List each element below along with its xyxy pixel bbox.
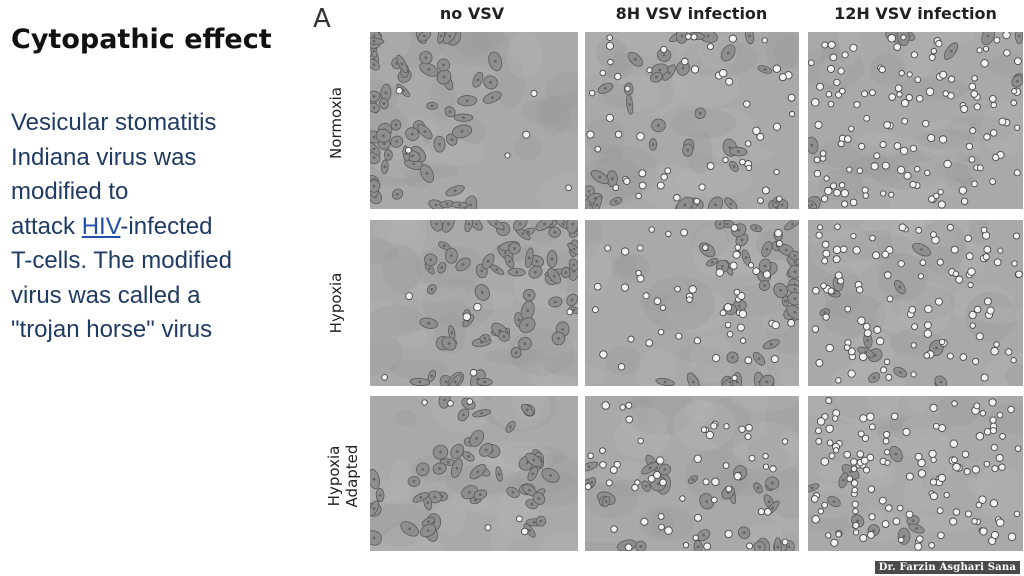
body-line-3: modified to (11, 178, 129, 205)
body-line-4-after: -infected (120, 212, 213, 240)
row-label-hypoxia-text: Hypoxia (327, 272, 345, 334)
panel-label: A (313, 4, 331, 34)
micrograph-adapted-12h (808, 396, 1023, 551)
micrograph-hypoxia-no-vsv (370, 220, 578, 386)
column-header-8h: 8H VSV infection (615, 4, 768, 23)
body-line-2: Indiana virus was (11, 143, 197, 171)
row-label-hypoxia-adapted: Hypoxia Adapted (325, 406, 365, 546)
slide-title: Cytopathic effect (11, 24, 272, 55)
row-label-hypoxia-adapted-line2: Adapted (343, 444, 361, 508)
body-line-4-before: attack (11, 212, 82, 240)
row-label-normoxia-text: Normoxia (327, 87, 345, 159)
body-line-1: Vesicular stomatitis (11, 109, 217, 136)
row-label-hypoxia-adapted-line1: Hypoxia (325, 445, 343, 507)
column-header-12h: 12H VSV infection (834, 4, 997, 23)
micrograph-hypoxia-12h (808, 220, 1023, 386)
row-label-hypoxia: Hypoxia (327, 233, 363, 373)
micrograph-adapted-8h (585, 396, 799, 551)
micrograph-figure: A no VSV 8H VSV infection 12H VSV infect… (305, 0, 1024, 576)
body-line-4: attack HIV-infected (11, 210, 301, 245)
column-header-no-vsv: no VSV (439, 4, 505, 23)
body-line-5: T-cells. The modified (11, 247, 232, 274)
body-line-7: "trojan horse" virus (11, 316, 213, 343)
micrograph-normoxia-no-vsv (370, 32, 578, 209)
micrograph-adapted-no-vsv (370, 396, 578, 551)
slide-body-text: Vesicular stomatitis Indiana virus was m… (11, 106, 301, 348)
author-credit-watermark: Dr. Farzin Asghari Sana (874, 561, 1020, 574)
body-line-6: virus was called a (11, 281, 201, 309)
micrograph-normoxia-12h (808, 32, 1023, 209)
micrograph-hypoxia-8h (585, 220, 799, 386)
hiv-link[interactable]: HIV (81, 212, 121, 240)
micrograph-normoxia-8h (585, 32, 799, 209)
row-label-normoxia: Normoxia (327, 53, 363, 193)
